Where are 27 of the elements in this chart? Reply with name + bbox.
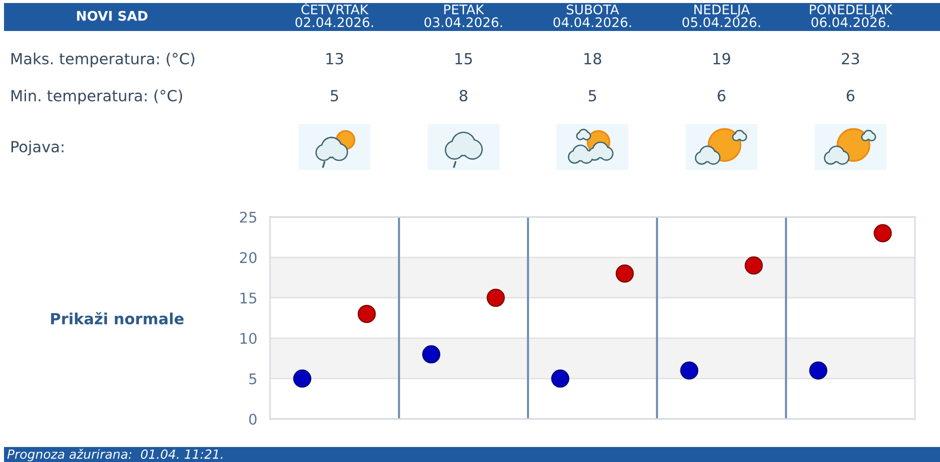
y-tick-label: 15 — [240, 292, 256, 304]
text: PONEDELJAK 06.04.2026. — [810, 4, 893, 28]
text: Prikaži normale — [51, 312, 184, 324]
data-label: 18 — [584, 52, 602, 64]
y-tick-label: 20 — [240, 252, 257, 264]
data-label: 23 — [842, 52, 859, 64]
y-tick-label: 0 — [249, 414, 257, 425]
text: Maks. temperatura: (°C) — [12, 52, 194, 68]
data-label: 19 — [713, 52, 730, 64]
text: Pojava: — [12, 140, 64, 156]
y-tick-label: 10 — [240, 332, 257, 344]
text: NEDELJA 05.04.2026. — [682, 4, 760, 28]
data-label: 15 — [455, 53, 472, 64]
data-label: 6 — [846, 90, 854, 102]
data-label: 5 — [330, 90, 338, 102]
data-label: 13 — [326, 52, 343, 64]
y-tick-label: 5 — [249, 374, 256, 384]
text: SUBOTA 04.04.2026. — [554, 4, 631, 28]
text: Prognoza ažurirana: 01.04. 11:21. — [7, 448, 222, 462]
text: PETAK 03.04.2026. — [424, 4, 502, 28]
data-label: 5 — [588, 90, 596, 102]
data-label: 6 — [718, 90, 726, 102]
data-label: 8 — [460, 90, 468, 102]
text: NOVI SAD — [77, 10, 148, 21]
y-tick-label: 25 — [240, 212, 256, 223]
text: ČETVRTAK 02.04.2026. — [296, 2, 373, 28]
text: Min. temperatura: (°C) — [12, 90, 182, 104]
